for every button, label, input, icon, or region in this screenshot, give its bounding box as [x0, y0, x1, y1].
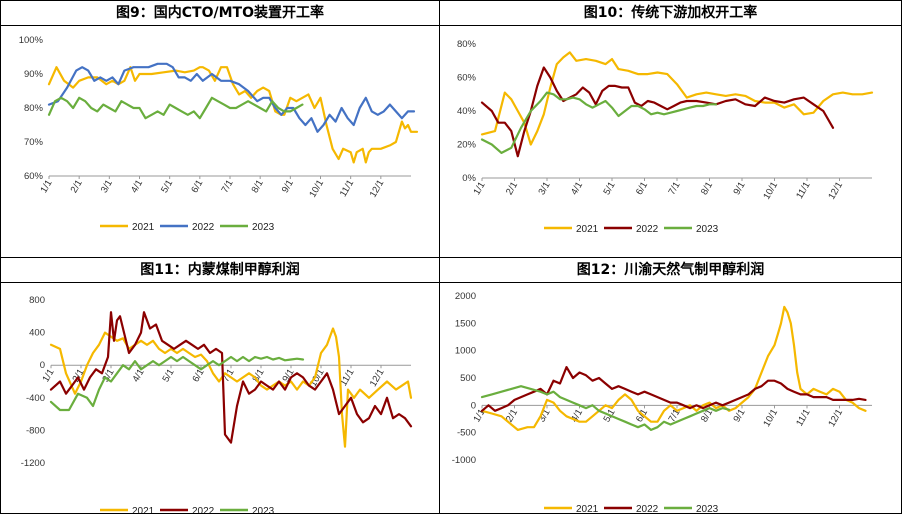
y-tick-label: 70% [24, 137, 44, 148]
x-tick-label: 8/1 [699, 180, 715, 197]
legend-label-2021: 2021 [576, 504, 599, 513]
x-tick-label: 11/1 [794, 407, 812, 428]
y-tick-label: -800 [26, 425, 45, 436]
x-tick-label: 3/1 [99, 178, 115, 195]
legend-label-2022: 2022 [192, 222, 215, 233]
legend-label-2022: 2022 [192, 506, 215, 513]
x-tick-label: 4/1 [569, 180, 585, 197]
y-tick-label: 80% [457, 39, 477, 50]
x-tick-label: 4/1 [130, 367, 146, 384]
series-line-2022 [480, 366, 867, 412]
x-tick-label: 10/1 [761, 180, 780, 202]
legend-label-2021: 2021 [132, 222, 155, 233]
series-line-2021 [47, 66, 419, 164]
y-tick-label: 60% [24, 171, 44, 182]
y-tick-label: -1000 [452, 455, 476, 466]
x-tick-label: 6/1 [189, 178, 205, 195]
x-tick-label: 3/1 [536, 180, 552, 197]
panel-downstream-weighted-rate: 图10：传统下游加权开工率 0% 20% 40% 60% 80% 1/1 2/1 3/1 4/1… [439, 0, 902, 258]
x-tick-label: 6/1 [634, 180, 650, 197]
y-tick-label: 40% [457, 106, 477, 117]
chart-svg-downstream: 0%20%40%60%80%1/1 2/1 3/1 4/1 5/1 6/1 7/1 8/1 9/… [457, 39, 874, 235]
legend-label-2023: 2023 [252, 222, 275, 233]
series-line-2023 [49, 355, 305, 412]
x-tick-label: 10/1 [761, 407, 780, 429]
y-tick-label: 500 [460, 373, 476, 384]
panel-title: 图12：川渝天然气制甲醇利润 [440, 258, 901, 283]
series-line-2022 [49, 311, 413, 444]
panel-title: 图9：国内CTO/MTO装置开工率 [1, 1, 439, 26]
x-tick-label: 10/1 [307, 178, 326, 200]
x-tick-label: 7/1 [666, 180, 682, 197]
y-tick-label: 100% [19, 35, 44, 46]
x-tick-label: 9/1 [731, 180, 747, 197]
x-tick-label: 2/1 [69, 178, 85, 195]
x-tick-label: 5/1 [601, 180, 617, 197]
series-line-2023 [47, 96, 304, 120]
y-tick-label: -1200 [21, 458, 45, 469]
panel-sichuan-gas-methanol-profit: 图12：川渝天然气制甲醇利润 -1000 -500 0 500 1000 1500 2000… [439, 257, 902, 514]
y-tick-label: 0 [471, 400, 476, 411]
x-tick-label: 11/1 [794, 180, 812, 201]
legend-label-2021: 2021 [132, 506, 155, 513]
x-tick-label: 2/1 [504, 180, 520, 197]
y-tick-label: 400 [29, 328, 45, 339]
panel-title: 图11：内蒙煤制甲醇利润 [1, 258, 439, 283]
y-tick-label: 1500 [455, 318, 476, 329]
series-line-2023 [480, 385, 731, 431]
legend-label-2022: 2022 [636, 504, 659, 513]
series-line-2023 [480, 91, 718, 154]
y-tick-label: 20% [457, 140, 477, 151]
x-tick-label: 11/1 [338, 178, 356, 199]
x-tick-label: 5/1 [160, 367, 176, 384]
x-tick-label: 5/1 [159, 178, 175, 195]
panel-title: 图10：传统下游加权开工率 [440, 1, 901, 26]
legend-label-2023: 2023 [696, 224, 719, 235]
y-tick-label: 800 [29, 295, 45, 306]
y-tick-label: -400 [26, 393, 45, 404]
x-tick-label: 3/1 [536, 407, 552, 424]
x-tick-label: 12/1 [368, 178, 387, 200]
x-tick-label: 8/1 [250, 178, 266, 195]
x-tick-label: 12/1 [826, 407, 845, 429]
panel-inner-mongolia-coal-methanol-profit: 图11：内蒙煤制甲醇利润 -1200 -800 -400 0 400 800 1/1 2/1 3… [0, 257, 440, 514]
y-tick-label: 0 [40, 360, 45, 371]
series-line-2022 [47, 62, 416, 133]
y-tick-label: 0% [462, 173, 476, 184]
series-line-2021 [480, 305, 867, 431]
series-line-2022 [480, 66, 835, 158]
legend-label-2021: 2021 [576, 224, 599, 235]
y-tick-label: 1000 [455, 346, 476, 357]
legend-label-2023: 2023 [252, 506, 275, 513]
x-tick-label: 7/1 [219, 178, 235, 195]
panel-cto-mto-operating-rate: 图9：国内CTO/MTO装置开工率 60% 70% 80% 90% 100% 1/1 2/1… [0, 0, 440, 258]
y-tick-label: 2000 [455, 291, 476, 302]
y-tick-label: 90% [24, 69, 44, 80]
legend-label-2023: 2023 [696, 504, 719, 513]
series-line-2021 [480, 51, 874, 146]
y-tick-label: 80% [24, 103, 44, 114]
x-tick-label: 12/1 [826, 180, 845, 202]
x-tick-label: 9/1 [280, 178, 296, 195]
x-tick-label: 6/1 [190, 367, 206, 384]
series-line-2021 [49, 327, 413, 448]
y-tick-label: -500 [457, 428, 476, 439]
legend-label-2022: 2022 [636, 224, 659, 235]
y-tick-label: 60% [457, 73, 477, 84]
chart-svg-cto-mto: 60%70%80%90%100%1/1 2/1 3/1 4/1 5/1 6/1 7/1 8/1… [19, 35, 419, 233]
x-tick-label: 4/1 [129, 178, 145, 195]
